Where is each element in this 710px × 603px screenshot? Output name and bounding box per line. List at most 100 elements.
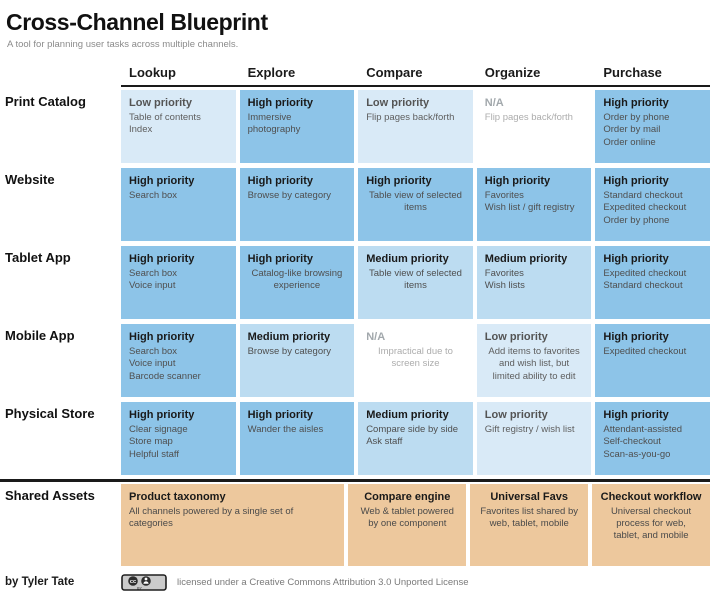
page-subtitle: A tool for planning user tasks across mu…	[7, 39, 239, 50]
cell-priority-label: Low priority	[484, 409, 548, 421]
cell-shared-compare-engine: Compare engine Web & tablet powered by o…	[348, 483, 467, 566]
cell-priority-label: High priority	[129, 409, 195, 421]
cell-website-purchase: High priority Standard checkout Expedite…	[595, 168, 710, 241]
cell-notes: Universal checkout process for web, tabl…	[610, 505, 692, 542]
cell-asset-title: Product taxonomy	[129, 490, 226, 503]
cell-notes: Search box Voice input	[129, 268, 178, 292]
column-header-spacer	[0, 65, 121, 80]
row-print-catalog: Print Catalog Low priority Table of cont…	[0, 90, 710, 163]
cell-notes: Favorites Wish lists	[484, 268, 525, 292]
cell-priority-label: High priority	[366, 175, 432, 187]
cell-notes: Wander the aisles	[247, 424, 324, 435]
row-label-physical-store: Physical Store	[5, 406, 95, 421]
cell-notes: Clear signage Store map Helpful staff	[129, 424, 188, 460]
cell-website-organize: High priority Favorites Wish list / gift…	[476, 168, 592, 241]
cell-notes: Web & tablet powered by one component	[360, 505, 454, 529]
cell-notes: Favorites Wish list / gift registry	[484, 190, 575, 214]
cell-priority-label: Medium priority	[366, 409, 449, 421]
cell-notes: Impractical due to screen size	[377, 346, 453, 370]
cell-priority-label: High priority	[129, 175, 195, 187]
row-tablet-app: Tablet App High priority Search box Voic…	[0, 246, 710, 319]
cell-notes: Order by phone Order by mail Order onlin…	[603, 112, 670, 148]
column-header-organize: Organize	[484, 65, 541, 80]
cell-notes: Table of contents Index	[129, 112, 201, 136]
cell-priority-label: N/A	[366, 331, 386, 343]
cell-notes: Table view of selected items	[369, 190, 462, 214]
cell-tablet-compare: Medium priority Table view of selected i…	[358, 246, 473, 319]
cell-print-compare: Low priority Flip pages back/forth	[358, 90, 473, 163]
cell-priority-label: High priority	[603, 253, 669, 265]
cell-notes: Gift registry / wish list	[484, 424, 575, 435]
cell-priority-label: Medium priority	[366, 253, 449, 265]
cell-print-organize: N/A Flip pages back/forth	[476, 90, 592, 163]
license-text: licensed under a Creative Commons Attrib…	[177, 576, 469, 588]
cell-notes: Expedited checkout Standard checkout	[603, 268, 687, 292]
row-label-tablet-app: Tablet App	[5, 250, 71, 265]
page-title: Cross-Channel Blueprint	[6, 9, 268, 35]
cell-shared-checkout-workflow: Checkout workflow Universal checkout pro…	[592, 483, 710, 566]
column-header-lookup: Lookup	[129, 65, 176, 80]
cell-priority-label: Medium priority	[484, 253, 568, 265]
cell-store-lookup: High priority Clear signage Store map He…	[121, 402, 236, 475]
row-label-print-catalog: Print Catalog	[5, 94, 86, 109]
cell-priority-label: High priority	[129, 331, 195, 343]
cell-notes: Attendant-assisted Self-checkout Scan-as…	[603, 424, 683, 460]
cell-tablet-lookup: High priority Search box Voice input	[121, 246, 236, 319]
column-header-explore: Explore	[247, 65, 296, 80]
cell-tablet-explore: High priority Catalog-like browsing expe…	[239, 246, 355, 319]
cell-priority-label: High priority	[603, 97, 669, 109]
cell-mobile-purchase: High priority Expedited checkout	[595, 324, 710, 397]
cell-notes: Search box	[129, 190, 178, 201]
cell-print-lookup: Low priority Table of contents Index	[121, 90, 236, 163]
cell-mobile-explore: Medium priority Browse by category	[239, 324, 355, 397]
column-header-compare: Compare	[366, 65, 423, 80]
cell-tablet-organize: Medium priority Favorites Wish lists	[476, 246, 592, 319]
row-label-website: Website	[5, 172, 55, 187]
row-website: Website High priority Search box High pr…	[0, 168, 710, 241]
cell-tablet-purchase: High priority Expedited checkout Standar…	[595, 246, 710, 319]
cell-notes: Browse by category	[247, 346, 332, 357]
cell-notes: Table view of selected items	[369, 268, 462, 292]
cell-asset-title: Checkout workflow	[600, 490, 702, 503]
cell-priority-label: Low priority	[366, 97, 430, 109]
cell-priority-label: High priority	[247, 97, 313, 109]
cell-notes: Flip pages back/forth	[366, 112, 455, 123]
row-label-shared-assets: Shared Assets	[5, 487, 95, 503]
cell-notes: Search box Voice input Barcode scanner	[129, 346, 201, 382]
cell-mobile-organize: Low priority Add items to favorites and …	[476, 324, 592, 397]
cell-mobile-lookup: High priority Search box Voice input Bar…	[121, 324, 236, 397]
cell-notes: Expedited checkout	[603, 346, 687, 357]
column-header-purchase: Purchase	[603, 65, 662, 80]
cell-notes: All channels powered by a single set of …	[129, 505, 294, 529]
svg-text:BY: BY	[137, 586, 142, 590]
cell-shared-product-taxonomy: Product taxonomy All channels powered by…	[121, 483, 345, 566]
cell-website-lookup: High priority Search box	[121, 168, 236, 241]
row-mobile-app: Mobile App High priority Search box Voic…	[0, 324, 710, 397]
shared-assets-divider-rule	[0, 479, 710, 482]
cell-priority-label: High priority	[603, 175, 669, 187]
cell-asset-title: Universal Favs	[490, 490, 568, 503]
cell-print-explore: High priority Immersive photography	[239, 90, 355, 163]
cell-priority-label: Medium priority	[247, 331, 331, 343]
cell-priority-label: Low priority	[129, 97, 192, 109]
cell-store-organize: Low priority Gift registry / wish list	[476, 402, 592, 475]
cell-priority-label: High priority	[603, 409, 669, 421]
cell-mobile-compare: N/A Impractical due to screen size	[358, 324, 473, 397]
cell-notes: Immersive photography	[247, 112, 301, 136]
cell-store-compare: Medium priority Compare side by side Ask…	[358, 402, 473, 475]
column-header-row: Lookup Explore Compare Organize Purchase	[0, 65, 710, 80]
cell-store-purchase: High priority Attendant-assisted Self-ch…	[595, 402, 710, 475]
row-physical-store: Physical Store High priority Clear signa…	[0, 402, 710, 475]
cell-notes: Compare side by side Ask staff	[366, 424, 459, 448]
cell-priority-label: High priority	[247, 253, 313, 265]
cell-priority-label: High priority	[129, 253, 195, 265]
cell-asset-title: Compare engine	[364, 490, 451, 503]
cell-store-explore: High priority Wander the aisles	[239, 402, 355, 475]
cell-print-purchase: High priority Order by phone Order by ma…	[595, 90, 710, 163]
cell-priority-label: High priority	[247, 409, 313, 421]
cc-by-badge-icon: cc BY	[121, 573, 167, 591]
cell-priority-label: High priority	[247, 175, 313, 187]
row-shared-assets: Shared Assets Product taxonomy All chann…	[0, 483, 710, 566]
cell-notes: Standard checkout Expedited checkout Ord…	[603, 190, 687, 226]
